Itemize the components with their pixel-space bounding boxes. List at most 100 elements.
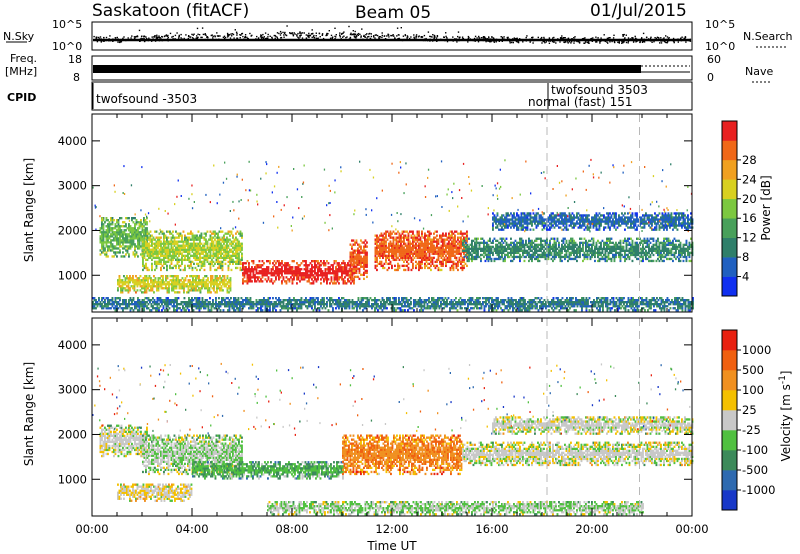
nsky-point [264, 32, 267, 34]
heatmap-cell [379, 250, 381, 253]
heatmap-cell [119, 243, 121, 246]
heatmap-cell [157, 281, 160, 284]
heatmap-cell [568, 243, 571, 247]
heatmap-cell [413, 240, 416, 243]
heatmap-cell [565, 251, 568, 255]
nsky-point [585, 41, 587, 43]
heatmap-cell [179, 240, 182, 243]
heatmap-cell [461, 258, 464, 262]
heatmap-cell [571, 245, 574, 249]
nsky-point [278, 32, 280, 35]
nsky-point [174, 34, 177, 37]
heatmap-cell [137, 245, 139, 248]
heatmap-cell [152, 254, 155, 258]
heatmap-cell [468, 247, 470, 251]
heatmap-cell [513, 251, 515, 255]
heatmap-cell [541, 253, 544, 257]
heatmap-cell [498, 253, 500, 257]
heatmap-cell [134, 233, 136, 236]
heatmap-cell [155, 254, 158, 258]
heatmap-cell [564, 247, 566, 251]
heatmap-cell [172, 285, 175, 288]
heatmap-cell [529, 239, 532, 243]
heatmap-cell [214, 252, 216, 255]
heatmap-cell [576, 243, 578, 247]
heatmap-cell [323, 260, 325, 263]
heatmap-cell [430, 258, 432, 262]
heatmap-cell [305, 260, 307, 263]
heatmap-cell [260, 272, 262, 275]
heatmap-cell [176, 250, 179, 253]
heatmap-cell [212, 240, 215, 243]
heatmap-cell [99, 231, 102, 234]
heatmap-cell [279, 268, 282, 271]
heatmap-cell [409, 230, 411, 233]
heatmap-cell [624, 237, 626, 240]
heatmap-cell [281, 266, 283, 269]
heatmap-cell [586, 255, 589, 259]
nsky-point [283, 36, 285, 38]
heatmap-cell [571, 243, 574, 247]
heatmap-cell [206, 230, 209, 233]
heatmap-cell [184, 268, 186, 272]
heatmap-cell [421, 232, 423, 235]
heatmap-cell [613, 245, 616, 249]
heatmap-cell [454, 262, 456, 266]
heatmap-cell [480, 257, 482, 261]
heatmap-cell [505, 249, 508, 253]
heatmap-cell [140, 231, 142, 234]
heatmap-cell [451, 252, 453, 255]
heatmap-cell [571, 251, 574, 255]
heatmap-cell [559, 247, 562, 251]
nsky-point [541, 36, 543, 39]
heatmap-cell [374, 256, 377, 260]
heatmap-cell [454, 234, 456, 237]
heatmap-cell [573, 249, 575, 253]
heatmap-cell [559, 251, 562, 255]
heatmap-cell [609, 249, 611, 253]
heatmap-cell [150, 289, 152, 292]
heatmap-cell [102, 241, 105, 244]
nsky-point [350, 32, 352, 34]
heatmap-cell [364, 245, 367, 248]
heatmap-cell [130, 279, 133, 282]
heatmap-cell [215, 244, 218, 247]
heatmap-cell [190, 242, 192, 245]
heatmap-cell [142, 244, 144, 247]
heatmap-cell [203, 244, 206, 247]
heatmap-cell [239, 234, 242, 237]
heatmap-cell [430, 250, 432, 253]
heatmap-cell [137, 239, 139, 242]
heatmap-cell [483, 251, 485, 255]
heatmap-cell [145, 266, 147, 270]
heatmap-cell [415, 252, 417, 255]
heatmap-cell [406, 246, 408, 249]
heatmap-cell [211, 287, 214, 290]
heatmap-cell [155, 240, 158, 243]
heatmap-cell [528, 251, 530, 255]
heatmap-cell [352, 277, 355, 281]
heatmap-cell [194, 252, 197, 255]
heatmap-cell [148, 275, 151, 278]
heatmap-cell [355, 267, 358, 271]
heatmap-cell [351, 272, 354, 275]
heatmap-cell [625, 247, 628, 251]
heatmap-cell [630, 243, 632, 247]
heatmap-cell [187, 232, 189, 235]
heatmap-cell [625, 243, 628, 247]
heatmap-cell [101, 217, 103, 220]
heatmap-cell [102, 243, 105, 246]
nsky-point [625, 34, 627, 36]
heatmap-cell [360, 263, 362, 266]
nsky-point [244, 34, 247, 36]
heatmap-cell [129, 275, 131, 278]
heatmap-cell [239, 268, 242, 272]
heatmap-cell [176, 240, 179, 243]
nsky-point [376, 34, 379, 37]
heatmap-cell [400, 250, 402, 253]
heatmap-cell [412, 244, 414, 247]
heatmap-cell [424, 244, 426, 247]
heatmap-cell [342, 280, 345, 283]
heatmap-cell [448, 236, 450, 239]
heatmap-cell [118, 281, 121, 284]
